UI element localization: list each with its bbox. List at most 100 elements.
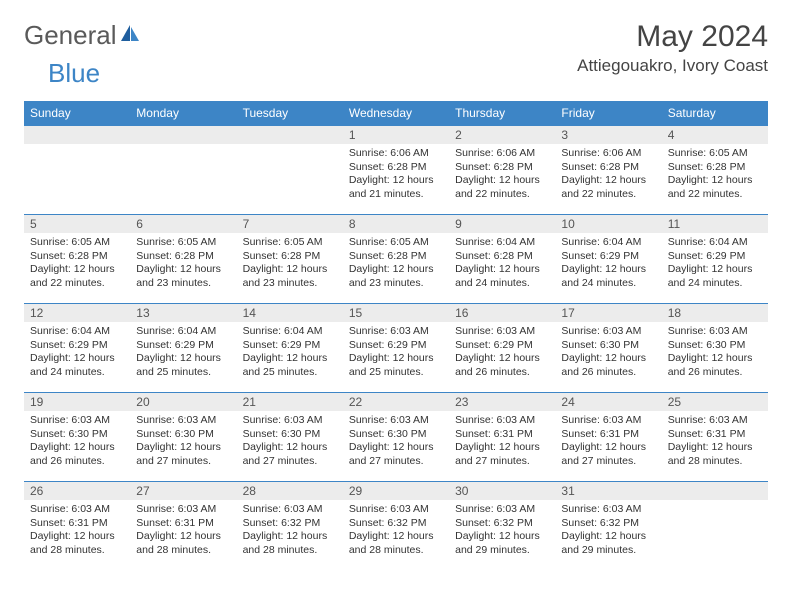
daylight-text: Daylight: 12 hours and 29 minutes. [455, 530, 549, 557]
date-number: 8 [343, 215, 449, 233]
day-details: Sunrise: 6:03 AMSunset: 6:29 PMDaylight:… [343, 322, 449, 384]
calendar-cell: 8Sunrise: 6:05 AMSunset: 6:28 PMDaylight… [343, 215, 449, 304]
calendar-cell: 27Sunrise: 6:03 AMSunset: 6:31 PMDayligh… [130, 482, 236, 571]
date-number: 16 [449, 304, 555, 322]
sunset-text: Sunset: 6:31 PM [561, 428, 655, 442]
daylight-text: Daylight: 12 hours and 27 minutes. [455, 441, 549, 468]
calendar-cell: 12Sunrise: 6:04 AMSunset: 6:29 PMDayligh… [24, 304, 130, 393]
daylight-text: Daylight: 12 hours and 22 minutes. [30, 263, 124, 290]
daylight-text: Daylight: 12 hours and 23 minutes. [349, 263, 443, 290]
sunrise-text: Sunrise: 6:05 AM [30, 236, 124, 250]
calendar-cell: 14Sunrise: 6:04 AMSunset: 6:29 PMDayligh… [237, 304, 343, 393]
calendar-cell [24, 126, 130, 215]
day-details: Sunrise: 6:06 AMSunset: 6:28 PMDaylight:… [343, 144, 449, 206]
date-number: 24 [555, 393, 661, 411]
daylight-text: Daylight: 12 hours and 25 minutes. [349, 352, 443, 379]
daylight-text: Daylight: 12 hours and 28 minutes. [136, 530, 230, 557]
daylight-text: Daylight: 12 hours and 23 minutes. [243, 263, 337, 290]
sunrise-text: Sunrise: 6:03 AM [136, 503, 230, 517]
day-details: Sunrise: 6:05 AMSunset: 6:28 PMDaylight:… [237, 233, 343, 295]
day-details: Sunrise: 6:03 AMSunset: 6:31 PMDaylight:… [130, 500, 236, 562]
date-number: 29 [343, 482, 449, 500]
sunrise-text: Sunrise: 6:04 AM [243, 325, 337, 339]
sunset-text: Sunset: 6:30 PM [668, 339, 762, 353]
calendar-cell: 10Sunrise: 6:04 AMSunset: 6:29 PMDayligh… [555, 215, 661, 304]
daylight-text: Daylight: 12 hours and 25 minutes. [243, 352, 337, 379]
date-number: 12 [24, 304, 130, 322]
daylight-text: Daylight: 12 hours and 28 minutes. [349, 530, 443, 557]
sunset-text: Sunset: 6:28 PM [30, 250, 124, 264]
sunrise-text: Sunrise: 6:03 AM [243, 503, 337, 517]
date-number: 15 [343, 304, 449, 322]
date-number: 27 [130, 482, 236, 500]
calendar-cell: 31Sunrise: 6:03 AMSunset: 6:32 PMDayligh… [555, 482, 661, 571]
calendar-table: Sunday Monday Tuesday Wednesday Thursday… [24, 101, 768, 570]
sunset-text: Sunset: 6:30 PM [561, 339, 655, 353]
sunrise-text: Sunrise: 6:05 AM [136, 236, 230, 250]
sunset-text: Sunset: 6:28 PM [668, 161, 762, 175]
date-number: 30 [449, 482, 555, 500]
date-number: 1 [343, 126, 449, 144]
sunrise-text: Sunrise: 6:05 AM [243, 236, 337, 250]
sunrise-text: Sunrise: 6:04 AM [30, 325, 124, 339]
sunrise-text: Sunrise: 6:03 AM [561, 325, 655, 339]
day-details: Sunrise: 6:03 AMSunset: 6:30 PMDaylight:… [555, 322, 661, 384]
day-header: Wednesday [343, 101, 449, 126]
day-details: Sunrise: 6:04 AMSunset: 6:29 PMDaylight:… [662, 233, 768, 295]
calendar-body: 1Sunrise: 6:06 AMSunset: 6:28 PMDaylight… [24, 126, 768, 571]
calendar-cell: 7Sunrise: 6:05 AMSunset: 6:28 PMDaylight… [237, 215, 343, 304]
sunset-text: Sunset: 6:28 PM [136, 250, 230, 264]
daylight-text: Daylight: 12 hours and 24 minutes. [561, 263, 655, 290]
date-number: 10 [555, 215, 661, 233]
day-details: Sunrise: 6:03 AMSunset: 6:32 PMDaylight:… [237, 500, 343, 562]
date-number: 9 [449, 215, 555, 233]
daylight-text: Daylight: 12 hours and 28 minutes. [243, 530, 337, 557]
day-header: Sunday [24, 101, 130, 126]
calendar-cell: 9Sunrise: 6:04 AMSunset: 6:28 PMDaylight… [449, 215, 555, 304]
daylight-text: Daylight: 12 hours and 27 minutes. [243, 441, 337, 468]
calendar-row: 12Sunrise: 6:04 AMSunset: 6:29 PMDayligh… [24, 304, 768, 393]
sunset-text: Sunset: 6:30 PM [136, 428, 230, 442]
sunset-text: Sunset: 6:32 PM [561, 517, 655, 531]
calendar-cell [130, 126, 236, 215]
calendar-cell: 5Sunrise: 6:05 AMSunset: 6:28 PMDaylight… [24, 215, 130, 304]
date-number: 23 [449, 393, 555, 411]
sunrise-text: Sunrise: 6:06 AM [349, 147, 443, 161]
logo-text-gray: General [24, 20, 117, 51]
calendar-cell: 1Sunrise: 6:06 AMSunset: 6:28 PMDaylight… [343, 126, 449, 215]
day-details: Sunrise: 6:04 AMSunset: 6:29 PMDaylight:… [24, 322, 130, 384]
sunset-text: Sunset: 6:30 PM [30, 428, 124, 442]
day-details: Sunrise: 6:03 AMSunset: 6:30 PMDaylight:… [662, 322, 768, 384]
day-details: Sunrise: 6:05 AMSunset: 6:28 PMDaylight:… [343, 233, 449, 295]
calendar-cell: 25Sunrise: 6:03 AMSunset: 6:31 PMDayligh… [662, 393, 768, 482]
daylight-text: Daylight: 12 hours and 26 minutes. [455, 352, 549, 379]
date-number: 22 [343, 393, 449, 411]
date-number [662, 482, 768, 500]
date-number [130, 126, 236, 144]
daylight-text: Daylight: 12 hours and 28 minutes. [30, 530, 124, 557]
day-details: Sunrise: 6:05 AMSunset: 6:28 PMDaylight:… [24, 233, 130, 295]
day-header: Monday [130, 101, 236, 126]
day-details: Sunrise: 6:04 AMSunset: 6:28 PMDaylight:… [449, 233, 555, 295]
calendar-cell: 2Sunrise: 6:06 AMSunset: 6:28 PMDaylight… [449, 126, 555, 215]
date-number: 11 [662, 215, 768, 233]
date-number: 20 [130, 393, 236, 411]
date-number: 19 [24, 393, 130, 411]
sunrise-text: Sunrise: 6:03 AM [561, 503, 655, 517]
calendar-cell: 24Sunrise: 6:03 AMSunset: 6:31 PMDayligh… [555, 393, 661, 482]
sunset-text: Sunset: 6:30 PM [349, 428, 443, 442]
day-details: Sunrise: 6:05 AMSunset: 6:28 PMDaylight:… [130, 233, 236, 295]
day-details: Sunrise: 6:05 AMSunset: 6:28 PMDaylight:… [662, 144, 768, 206]
calendar-row: 26Sunrise: 6:03 AMSunset: 6:31 PMDayligh… [24, 482, 768, 571]
sunrise-text: Sunrise: 6:03 AM [243, 414, 337, 428]
sunrise-text: Sunrise: 6:05 AM [349, 236, 443, 250]
date-number: 17 [555, 304, 661, 322]
calendar-cell: 13Sunrise: 6:04 AMSunset: 6:29 PMDayligh… [130, 304, 236, 393]
sunrise-text: Sunrise: 6:03 AM [349, 414, 443, 428]
sunset-text: Sunset: 6:32 PM [455, 517, 549, 531]
logo-text-blue: Blue [48, 58, 100, 89]
sunrise-text: Sunrise: 6:03 AM [349, 503, 443, 517]
day-details: Sunrise: 6:03 AMSunset: 6:31 PMDaylight:… [662, 411, 768, 473]
sunset-text: Sunset: 6:31 PM [136, 517, 230, 531]
date-number: 21 [237, 393, 343, 411]
